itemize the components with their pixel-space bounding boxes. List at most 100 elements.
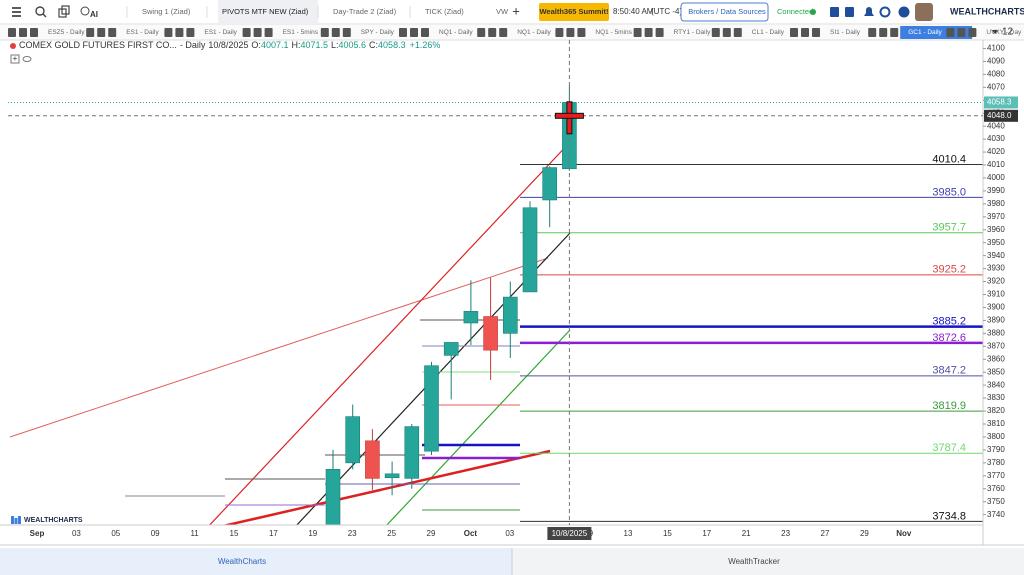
symbol-badge[interactable] xyxy=(242,28,251,37)
symbol-badge[interactable] xyxy=(555,28,564,37)
symbol-badge[interactable] xyxy=(186,28,195,37)
x-tick-label: 15 xyxy=(230,529,239,538)
workspace-tab[interactable]: TICK (Ziad) xyxy=(425,7,464,16)
brokers-label[interactable]: Brokers / Data Sources xyxy=(688,7,766,16)
overflow-caret[interactable] xyxy=(992,30,998,34)
symbol-tab[interactable]: CL1 - Daily xyxy=(752,29,785,36)
symbol-badge[interactable] xyxy=(86,28,95,37)
symbol-badge[interactable] xyxy=(253,28,262,37)
logo[interactable]: WEALTHCHARTS xyxy=(950,6,1024,16)
symbol-badge[interactable] xyxy=(477,28,486,37)
symbol-badge[interactable] xyxy=(421,28,429,37)
symbol-badge[interactable] xyxy=(812,28,820,37)
symbol-badge[interactable] xyxy=(108,28,117,37)
symbol-tab[interactable]: ES1 - Daily xyxy=(126,29,159,36)
y-tick-label: 3760 xyxy=(987,484,1005,493)
footer-tab-label[interactable]: WealthCharts xyxy=(218,557,266,566)
y-tick-label: 3850 xyxy=(987,367,1005,376)
ai-icon[interactable] xyxy=(80,6,90,16)
x-tick-label: 11 xyxy=(190,529,199,538)
symbol-tab[interactable]: SI1 - Daily xyxy=(830,29,861,36)
footer-tab[interactable] xyxy=(512,548,1024,575)
x-tick-label: Nov xyxy=(896,529,912,538)
symbol-badge[interactable] xyxy=(946,28,955,37)
ohlc-value: 4058.3 xyxy=(378,40,406,50)
symbol-badge[interactable] xyxy=(890,28,899,37)
symbol-badge[interactable] xyxy=(19,28,27,37)
copy-icon[interactable] xyxy=(58,5,70,18)
level-label: 3925.2 xyxy=(932,264,966,276)
symbol-badge[interactable] xyxy=(30,28,38,37)
overflow-count[interactable]: 12 xyxy=(1002,27,1014,38)
toolbar-icons[interactable] xyxy=(830,3,933,21)
symbol-badge[interactable] xyxy=(499,28,508,37)
symbol-badge[interactable] xyxy=(644,28,653,37)
symbol-badge[interactable] xyxy=(790,28,798,37)
symbol-badge[interactable] xyxy=(164,28,173,37)
symbol-badge[interactable] xyxy=(488,28,497,37)
interval: - Daily xyxy=(180,40,206,50)
eye-icon[interactable] xyxy=(22,56,32,62)
status-dot xyxy=(810,9,816,15)
y-tick-label: 4100 xyxy=(987,44,1005,53)
search-icon[interactable] xyxy=(35,6,47,18)
y-tick-label: 3770 xyxy=(987,471,1005,480)
symbol-badge[interactable] xyxy=(577,28,586,37)
x-tick-label: 03 xyxy=(72,529,81,538)
candle-body xyxy=(325,469,341,525)
symbol-badge[interactable] xyxy=(801,28,809,37)
symbol-tab[interactable]: ES1 - Daily xyxy=(204,29,237,36)
symbol-badge[interactable] xyxy=(655,28,664,37)
add-tab[interactable]: + xyxy=(512,3,520,18)
symbol-badge[interactable] xyxy=(879,28,888,37)
ohlc-value: 4005.6 xyxy=(339,40,367,50)
symbol-badge[interactable] xyxy=(968,28,977,37)
footer-tab-label[interactable]: WealthTracker xyxy=(728,557,780,566)
symbol-tab[interactable]: RTY1 - Daily xyxy=(674,29,711,36)
workspace-tab[interactable]: PIVOTS MTF NEW (Ziad) xyxy=(222,7,309,16)
symbol-badge[interactable] xyxy=(711,28,720,37)
symbol-tab[interactable]: GC1 - Daily xyxy=(908,29,942,36)
symbol-badge[interactable] xyxy=(342,28,351,37)
promo-label[interactable]: Wealth365 Summit! xyxy=(539,7,608,16)
symbol-badge[interactable] xyxy=(633,28,642,37)
symbol-tab[interactable]: NQ1 - Daily xyxy=(517,29,551,36)
symbol-badge[interactable] xyxy=(399,28,407,37)
symbol-tab[interactable]: SPY - Daily xyxy=(361,29,395,36)
symbol-badge[interactable] xyxy=(264,28,273,37)
watermark-icon xyxy=(18,516,21,524)
symbol-tab[interactable]: NQ1 - 5mins xyxy=(595,29,632,36)
level-label: 3847.2 xyxy=(932,365,966,377)
y-tick-label: 4000 xyxy=(987,173,1005,182)
y-tick-label: 3750 xyxy=(987,497,1005,506)
footer-tab-active[interactable] xyxy=(0,548,512,575)
add-indicator[interactable] xyxy=(10,54,20,64)
symbol-tab[interactable]: ES1 - 5mins xyxy=(283,29,319,36)
menu-icon[interactable] xyxy=(12,7,21,17)
symbol-badge[interactable] xyxy=(722,28,731,37)
symbol-badge[interactable] xyxy=(566,28,575,37)
watermark-icon xyxy=(11,516,14,524)
symbol-badge[interactable] xyxy=(8,28,16,37)
symbol-tab[interactable]: UVXY - Day xyxy=(986,29,1022,36)
candle-body xyxy=(483,316,498,351)
workspace-tab[interactable]: VW xyxy=(496,7,509,16)
symbol-badge[interactable] xyxy=(320,28,329,37)
brokers-button[interactable] xyxy=(680,2,769,22)
ai-label[interactable]: AI xyxy=(90,10,98,19)
add-indicator-plus[interactable]: + xyxy=(13,54,18,63)
symbol-tab[interactable]: NQ1 - Daily xyxy=(439,29,473,36)
symbol-badge[interactable] xyxy=(957,28,966,37)
symbol-badge[interactable] xyxy=(331,28,340,37)
symbol-badge[interactable] xyxy=(733,28,742,37)
workspace-tab[interactable]: Day-Trade 2 (Ziad) xyxy=(333,7,397,16)
symbol-tab[interactable]: ESZ5 - Daily xyxy=(48,29,85,36)
promo-button[interactable] xyxy=(539,3,609,21)
y-tick-label: 3800 xyxy=(987,432,1005,441)
ohlc-value: 4071.5 xyxy=(300,40,328,50)
symbol-badge[interactable] xyxy=(410,28,418,37)
symbol-badge[interactable] xyxy=(175,28,184,37)
symbol-badge[interactable] xyxy=(97,28,106,37)
symbol-badge[interactable] xyxy=(868,28,877,37)
workspace-tab[interactable]: Swing 1 (Ziad) xyxy=(142,7,191,16)
